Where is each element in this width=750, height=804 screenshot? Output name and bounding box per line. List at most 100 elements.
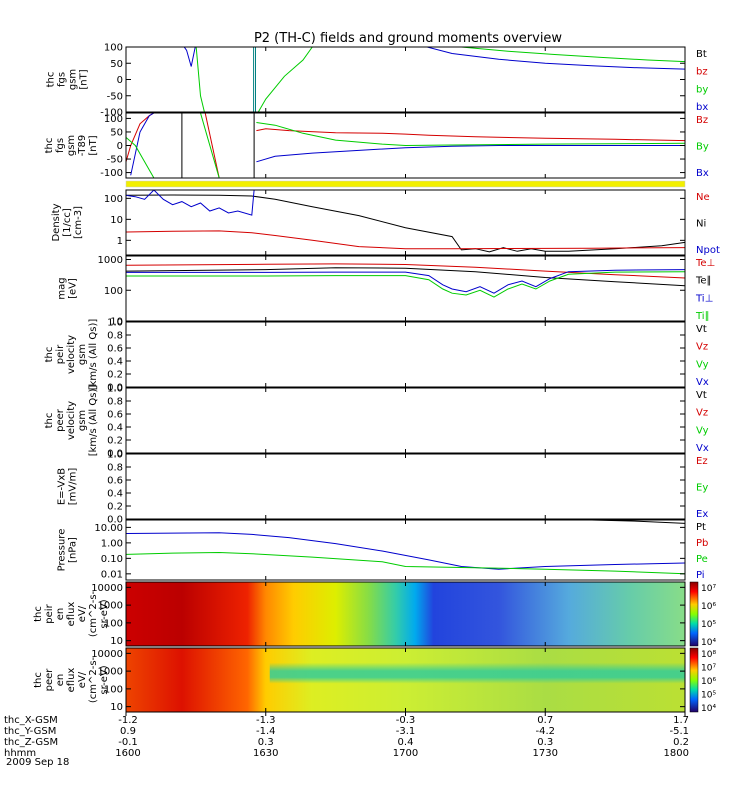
y-tick-label: 0.2 <box>107 502 123 513</box>
y-tick-label: 1.00 <box>101 538 123 549</box>
y-axis-label-line: eV/ <box>77 605 88 622</box>
legend-entry: Pb <box>696 538 708 549</box>
heatmap-inner-band <box>269 662 685 684</box>
legend-entry: Vy <box>696 425 709 436</box>
colorbar <box>689 581 699 647</box>
y-tick-label: 100 <box>104 286 123 297</box>
x-axis-row-label: thc_Y-GSM <box>4 726 56 737</box>
series-line <box>126 532 685 570</box>
legend-entry: Ti⊥ <box>695 293 713 304</box>
series-line <box>126 190 255 216</box>
legend-entry: Ti∥ <box>695 311 710 322</box>
y-tick-label: 100 <box>104 43 123 54</box>
y-axis-label-line: en <box>55 608 66 621</box>
legend-entry: bx <box>696 102 708 113</box>
y-axis-label-line: fgs <box>55 138 66 153</box>
series-line <box>256 128 685 142</box>
y-tick-label: 100 <box>104 114 123 125</box>
y-tick-label: 0.6 <box>107 410 123 421</box>
y-tick-label: 50 <box>110 59 123 70</box>
legend-entry: Ey <box>696 483 708 494</box>
colorbar-label: 10⁵ <box>701 691 716 701</box>
legend-entry: bz <box>696 67 708 78</box>
y-axis-label-line: Pressure <box>57 529 68 572</box>
y-tick-label: 0.2 <box>107 436 123 447</box>
y-tick-label: 50 <box>110 127 123 138</box>
series-line <box>456 47 685 63</box>
x-axis-row-label: thc_X-GSM <box>4 715 58 726</box>
x-axis-value: 0.9 <box>120 726 136 737</box>
panel-fgs: 100 50 0 -50 -100 thc fgs gsm [nT] Bt bz by bx <box>46 43 709 119</box>
y-tick-label: 0.4 <box>107 357 123 368</box>
y-tick-label: -50 <box>107 155 123 166</box>
y-tick-label: 1000 <box>98 667 123 678</box>
y-axis-label-line: thc <box>44 347 55 363</box>
y-tick-label: -100 <box>100 108 123 119</box>
y-tick-label: 1.0 <box>107 384 123 395</box>
y-tick-label: 0.0 <box>107 383 123 394</box>
y-axis-label: thc peir velocity gsm [km/s (All Qs)] <box>44 319 99 391</box>
legend-entry: Vz <box>696 408 708 419</box>
y-axis-label-line: gsm <box>77 410 88 431</box>
y-axis-label-line: [eV] <box>68 278 79 299</box>
x-axis-value: -3.1 <box>396 726 416 737</box>
legend-entry: Vx <box>696 443 709 454</box>
legend-entry: Vx <box>696 377 709 388</box>
series-line <box>256 122 685 147</box>
y-tick-label: 10000 <box>91 649 123 660</box>
y-axis-label-line: [km/s (All Qs)] <box>88 385 99 457</box>
colorbar <box>689 647 699 713</box>
y-axis-label-line: mag <box>57 277 68 299</box>
legend-entry: Ex <box>696 509 708 520</box>
y-axis-label-line: eflux <box>66 602 77 627</box>
x-axis-value: -1.2 <box>118 715 138 726</box>
legend-entry: Vz <box>696 342 708 353</box>
y-axis-label-line: [nT] <box>79 69 90 89</box>
legend-entry: Npot <box>696 245 720 256</box>
y-tick-label: 100 <box>104 194 123 205</box>
colorbar-label: 10⁶ <box>701 677 716 687</box>
y-axis-label-line: peer <box>55 408 66 432</box>
y-tick-label: 0.8 <box>107 331 123 342</box>
y-axis-label-line: fgs <box>57 72 68 87</box>
series-line <box>126 230 685 250</box>
legend-entry: Bt <box>696 49 707 60</box>
y-axis-label-line: thc <box>44 413 55 429</box>
x-axis-value: -0.3 <box>396 715 416 726</box>
y-tick-label: 10 <box>110 317 123 328</box>
colorbar-label: 10⁴ <box>701 704 716 714</box>
colorbar-label: 10⁶ <box>701 602 716 612</box>
y-tick-label: 0.10 <box>101 554 123 565</box>
y-axis-label-line: peir <box>55 344 66 364</box>
y-axis-label-line: [mV/m] <box>68 468 79 506</box>
y-tick-label: 0.6 <box>107 344 123 355</box>
legend-entry: Bz <box>696 115 708 126</box>
x-axis-value: 0.4 <box>398 737 414 748</box>
legend-entry: Pe <box>696 554 708 565</box>
y-axis-label-line: sr-eV) <box>99 665 110 694</box>
colorbar-label: 10⁵ <box>701 620 716 630</box>
legend-entry: Ez <box>696 456 708 467</box>
y-axis-label-line: -T89 <box>77 135 88 157</box>
y-axis-label-line: gsm <box>66 135 77 156</box>
y-tick-label: 10 <box>110 215 123 226</box>
figure-title: P2 (TH-C) fields and ground moments over… <box>254 31 562 46</box>
y-tick-label: 1000 <box>98 255 123 266</box>
x-axis-value: 1.7 <box>673 715 689 726</box>
y-axis-label-line: sr-eV) <box>99 599 110 628</box>
legend-entry: by <box>696 84 708 95</box>
legend-entry: Vy <box>696 359 709 370</box>
y-axis-label: thc fgs gsm -T89 [nT] <box>44 135 99 157</box>
y-axis-label: Density [1/cc] [cm-3] <box>51 203 84 241</box>
y-tick-label: -50 <box>107 91 123 102</box>
x-axis-value: -4.2 <box>535 726 555 737</box>
legend-entry: Vt <box>696 324 707 335</box>
y-tick-label: 1 <box>117 236 123 247</box>
series-line <box>256 145 685 163</box>
x-axis-value: 0.2 <box>673 737 689 748</box>
y-tick-label: -100 <box>100 168 123 179</box>
